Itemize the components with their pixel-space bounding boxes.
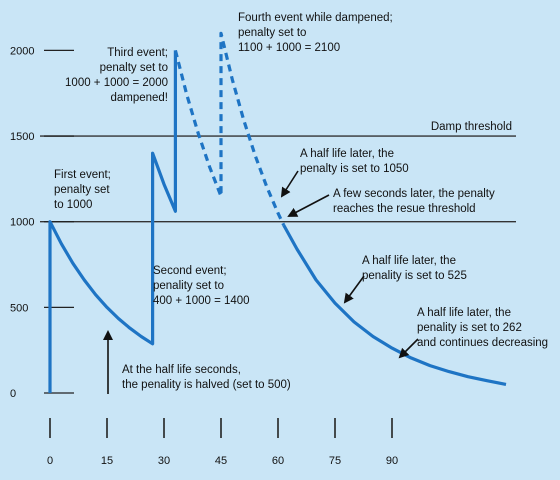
series-line-2 <box>173 31 286 226</box>
annotation-line: penality is set to 262 <box>417 322 522 334</box>
reference-label-damp: Damp threshold <box>431 121 512 133</box>
y-tick-label: 0 <box>10 388 16 400</box>
annotation-line: dampened! <box>110 92 168 104</box>
annotation-line: A half life later, the <box>300 148 394 160</box>
annotation-line: A half life later, the <box>417 307 511 319</box>
annotation-arrow-half-life-1050 <box>280 170 299 198</box>
series-line-3 <box>282 224 507 386</box>
annotation-line: penality set to <box>153 280 224 292</box>
annotation-line: Fourth event while dampened; <box>238 12 393 24</box>
annotation-line: penality is set to 525 <box>362 270 467 282</box>
x-tick-label: 45 <box>215 455 227 467</box>
series-line-1 <box>48 50 177 393</box>
annotation-first-event: First event; penalty set to 1000 <box>54 169 111 211</box>
annotation-line: penalty set <box>54 184 110 196</box>
y-tick-label: 500 <box>10 302 28 314</box>
annotation-line: the penality is halved (set to 500) <box>122 379 291 391</box>
x-tick-label: 0 <box>47 455 53 467</box>
annotation-half-life-1050: A half life later, the penalty is set to … <box>300 148 409 175</box>
annotation-line: penalty set to <box>238 27 306 39</box>
annotation-line: Second event; <box>153 265 227 277</box>
annotation-reuse-reached: A few seconds later, the penalty reaches … <box>333 188 495 215</box>
annotation-line: to 1000 <box>54 199 92 211</box>
annotation-line: penalty is set to 1050 <box>300 163 409 175</box>
annotation-line: 1100 + 1000 = 2100 <box>238 42 340 54</box>
annotation-half-life-262: A half life later, the penality is set to… <box>417 307 548 349</box>
annotation-halved: At the half life seconds, the penality is… <box>122 364 291 391</box>
annotation-second-event: Second event; penality set to 400 + 1000 =… <box>153 265 250 307</box>
x-tick-label: 15 <box>101 455 113 467</box>
annotation-line: A half life later, the <box>362 255 456 267</box>
annotation-fourth-event: Fourth event while dampened; penalty set … <box>238 12 393 54</box>
annotation-arrow-half-life-525 <box>343 275 365 304</box>
x-tick-label: 75 <box>329 455 341 467</box>
annotation-line: reaches the resue threshold <box>333 203 476 215</box>
annotation-line: penalty set to <box>100 62 168 74</box>
x-tick-label: 60 <box>272 455 284 467</box>
y-tick-label: 2000 <box>10 45 34 57</box>
y-tick-label: 1000 <box>10 217 34 229</box>
annotation-line: 400 + 1000 = 1400 <box>153 295 250 307</box>
y-tick-label: 1500 <box>10 131 34 143</box>
annotation-arrow-half-life-262 <box>398 338 419 359</box>
annotation-line: and continues decreasing <box>417 337 548 349</box>
annotation-arrow-reuse-reached <box>287 194 330 217</box>
annotation-half-life-525: A half life later, the penality is set to… <box>362 255 467 282</box>
annotation-line: A few seconds later, the penalty <box>333 188 495 200</box>
annotation-line: At the half life seconds, <box>122 364 241 376</box>
annotation-third-event: Third event; penalty set to 1000 + 1000 = … <box>65 47 168 104</box>
x-tick-label: 90 <box>386 455 398 467</box>
annotation-line: 1000 + 1000 = 2000 <box>65 77 168 89</box>
annotation-line: Third event; <box>107 47 168 59</box>
x-tick-label: 30 <box>158 455 170 467</box>
annotation-line: First event; <box>54 169 111 181</box>
